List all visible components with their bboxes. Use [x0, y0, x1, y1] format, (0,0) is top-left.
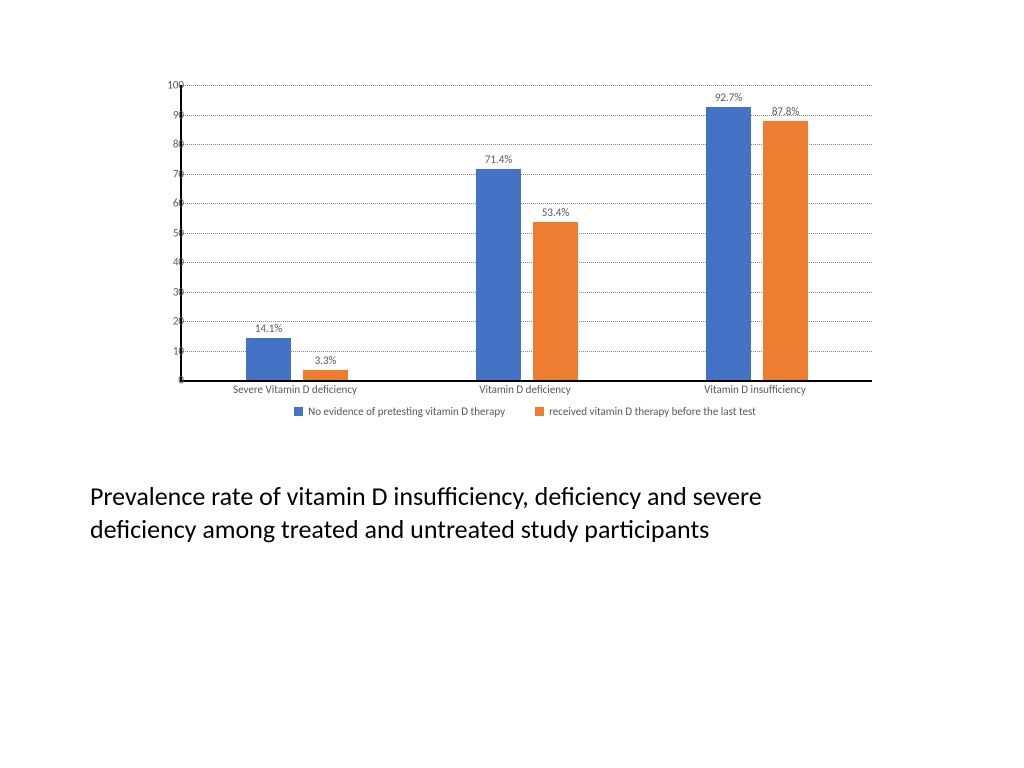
y-tick-label: 40 — [154, 256, 184, 269]
bar — [246, 338, 291, 380]
bar — [763, 121, 808, 380]
gridline — [182, 85, 872, 86]
legend: No evidence of pretesting vitamin D ther… — [180, 405, 870, 418]
y-tick-label: 50 — [154, 226, 184, 239]
legend-item: received vitamin D therapy before the la… — [535, 405, 756, 418]
legend-item: No evidence of pretesting vitamin D ther… — [294, 405, 505, 418]
bar-value-label: 92.7% — [715, 91, 742, 104]
legend-swatch — [535, 407, 544, 416]
bar — [303, 370, 348, 380]
gridline — [182, 115, 872, 116]
bar-value-label: 14.1% — [255, 322, 282, 335]
bar — [476, 169, 521, 380]
y-tick-label: 20 — [154, 315, 184, 328]
bar — [533, 222, 578, 380]
y-tick-label: 10 — [154, 344, 184, 357]
bar-chart: 14.1% 3.3% 71.4% 53.4% 92.7% 87.8% No evidenc… — [140, 75, 880, 455]
plot-area: 14.1% 3.3% 71.4% 53.4% 92.7% 87.8% — [180, 85, 872, 382]
legend-swatch — [294, 407, 303, 416]
y-tick-label: 60 — [154, 197, 184, 210]
x-tick-label: Vitamin D insufficiency — [704, 383, 806, 396]
y-tick-label: 0 — [154, 374, 184, 387]
x-tick-label: Severe Vitamin D deficiency — [233, 383, 357, 396]
bar-value-label: 71.4% — [485, 153, 512, 166]
bar-value-label: 3.3% — [315, 354, 337, 367]
y-tick-label: 80 — [154, 138, 184, 151]
y-tick-label: 100 — [154, 79, 184, 92]
chart-caption: Prevalence rate of vitamin D insufficien… — [90, 480, 860, 545]
legend-label: No evidence of pretesting vitamin D ther… — [308, 405, 505, 418]
bar — [706, 107, 751, 380]
legend-label: received vitamin D therapy before the la… — [549, 405, 756, 418]
bar-value-label: 87.8% — [772, 105, 799, 118]
y-tick-label: 70 — [154, 167, 184, 180]
y-tick-label: 90 — [154, 108, 184, 121]
y-tick-label: 30 — [154, 285, 184, 298]
bar-value-label: 53.4% — [542, 206, 569, 219]
x-tick-label: Vitamin D deficiency — [479, 383, 570, 396]
